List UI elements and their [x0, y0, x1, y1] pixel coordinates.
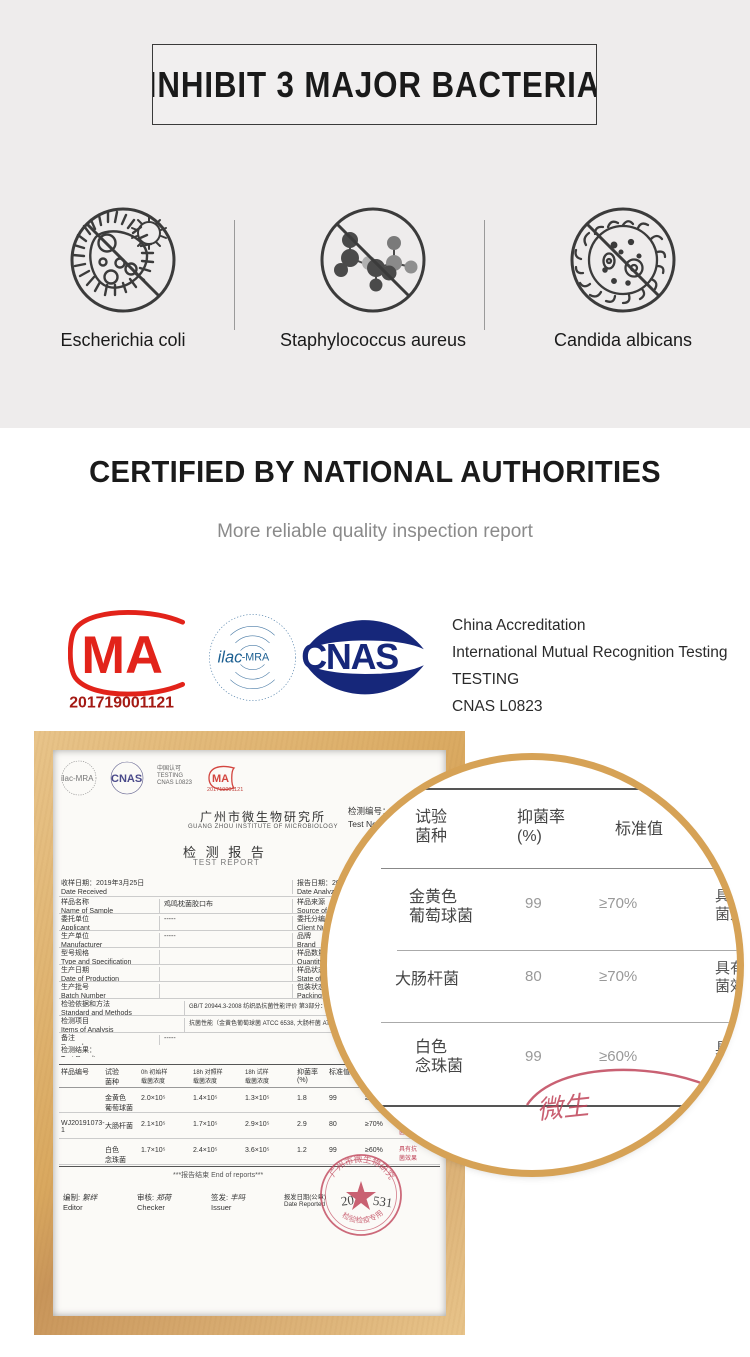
svg-text:-MRA: -MRA [242, 652, 270, 664]
svg-text:微生: 微生 [535, 1091, 592, 1125]
svg-text:ilac: ilac [218, 649, 243, 667]
svg-text:CNAS: CNAS [301, 637, 398, 677]
svg-text:MA: MA [81, 627, 163, 685]
svg-text:201719001121: 201719001121 [69, 695, 174, 711]
